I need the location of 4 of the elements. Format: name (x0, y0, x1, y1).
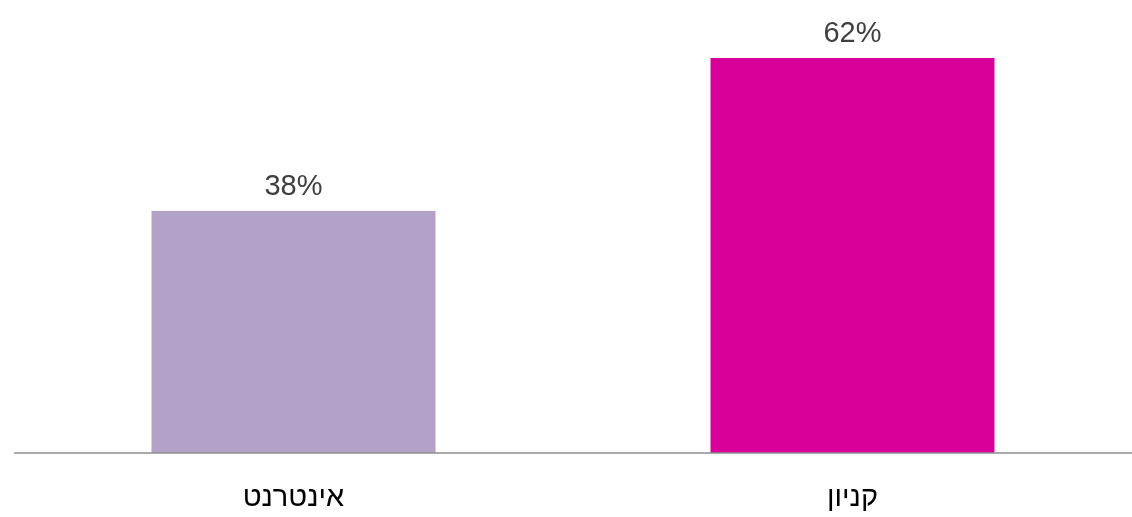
data-label: 62% (823, 16, 882, 48)
x-tick-label: קניון (827, 480, 878, 512)
data-label: 38% (264, 168, 323, 201)
x-tick-label: אינטרנט (242, 480, 345, 512)
